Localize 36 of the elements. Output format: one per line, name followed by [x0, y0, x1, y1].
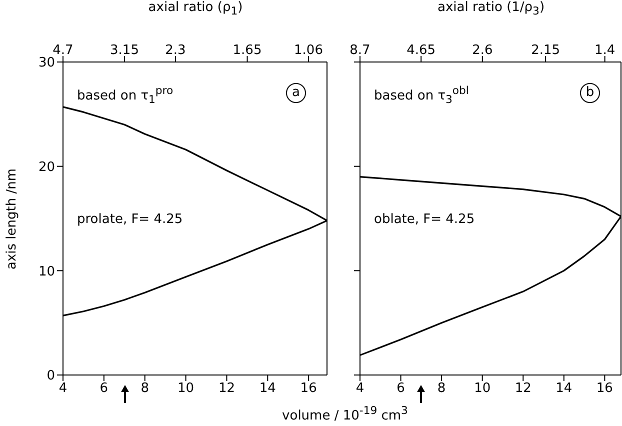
y-tick-label: 10: [38, 264, 55, 280]
x2-axis-title: axial ratio (ρ$_{1}$): [147, 0, 244, 18]
y-tick-label: 20: [38, 160, 55, 175]
text: 4.65: [406, 43, 436, 58]
x-tick-label: 16: [300, 381, 317, 396]
x-tick-label: 6: [100, 381, 108, 396]
annotation: prolate, F= 4.25: [77, 212, 183, 227]
text: 1.4: [594, 43, 616, 58]
annotation: oblate, F= 4.25: [374, 212, 475, 227]
x-axis-title: volume / 10$^{-19}$ cm$^{3}$: [281, 404, 409, 424]
x2-axis-title: axial ratio (1/ρ$_{3}$): [436, 0, 546, 18]
y-tick-label: 0: [46, 368, 55, 384]
x-tick-label: 8: [437, 381, 446, 396]
text: 3.15: [110, 43, 139, 58]
text: 8.7: [350, 43, 370, 58]
y-axis-title: axis length /nm: [4, 168, 20, 270]
x-tick-label: 4: [58, 381, 68, 396]
y-tick-label: 30: [38, 56, 55, 71]
annotation: b: [580, 83, 600, 103]
x-tick-label: 6: [396, 381, 405, 396]
text: 2.3: [165, 43, 186, 58]
x-tick-label: 12: [218, 381, 235, 396]
x-tick-label: 14: [556, 381, 572, 396]
x-tick-label: 10: [178, 381, 194, 396]
text: 1.65: [232, 43, 262, 58]
x-tick-label: 4: [356, 381, 364, 396]
x-tick-label: 14: [259, 381, 276, 396]
x-tick-label: 16: [596, 381, 613, 396]
text: 2.6: [472, 43, 493, 58]
annotation: a: [286, 83, 306, 103]
text: 4.7: [52, 43, 74, 58]
x-tick-label: 10: [474, 381, 491, 396]
x-tick-label: 12: [514, 381, 532, 396]
text: 1.06: [294, 43, 323, 58]
text: 2.15: [531, 43, 560, 58]
x-tick-label: 8: [140, 381, 149, 396]
